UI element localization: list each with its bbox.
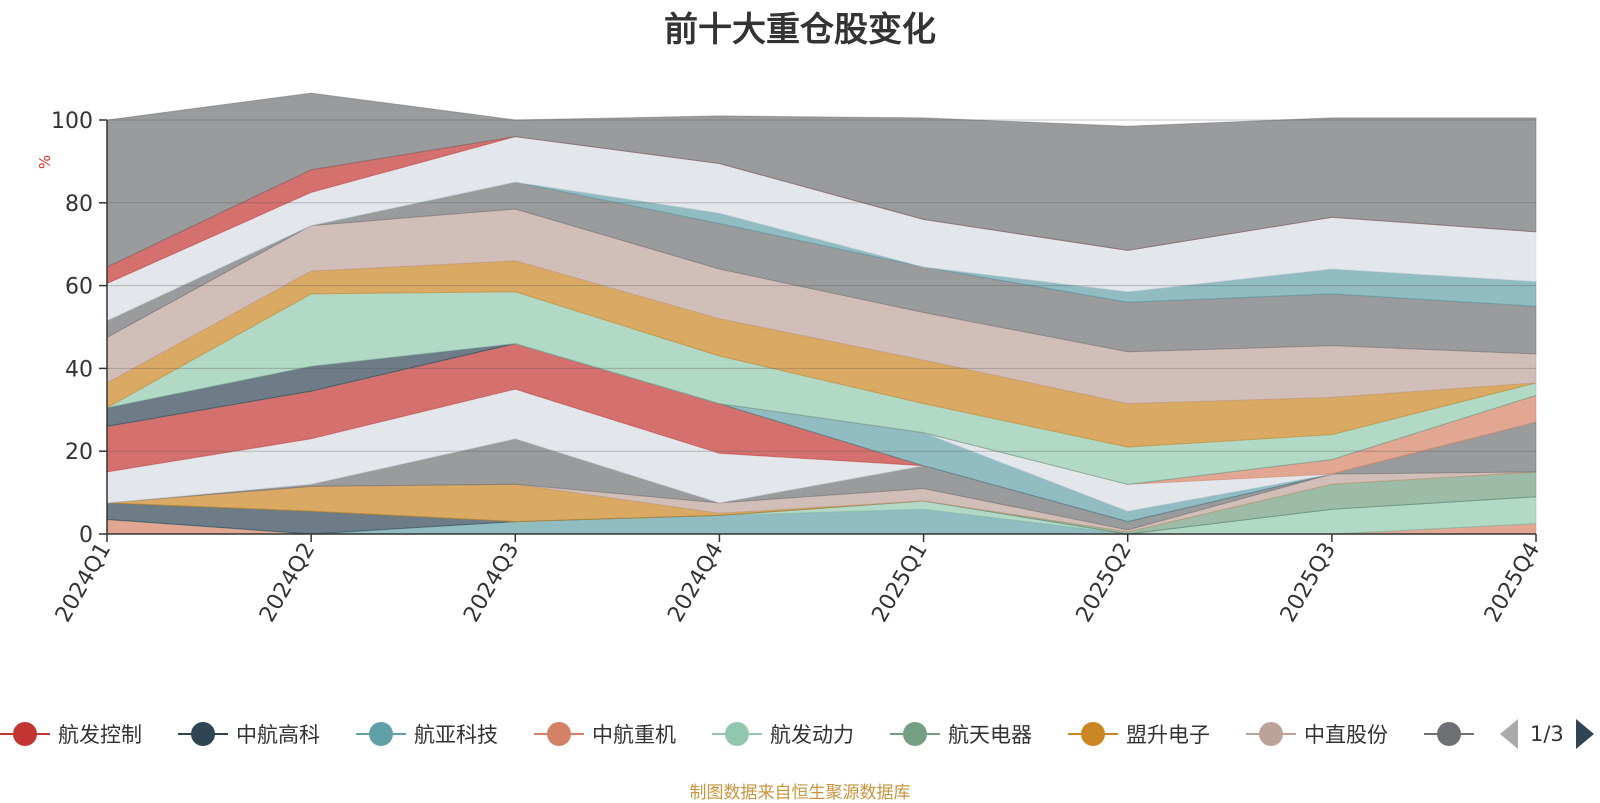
legend-marker-icon [1246, 716, 1296, 752]
chart-title: 前十大重仓股变化 [664, 10, 936, 50]
legend-marker-icon [1068, 716, 1118, 752]
legend-marker-icon [1424, 716, 1474, 752]
legend-marker-icon [0, 716, 50, 752]
x-tick-label: 2025Q2 [1072, 539, 1137, 627]
y-tick-label: 20 [65, 440, 93, 465]
x-tick-label: 2024Q2 [255, 539, 320, 627]
legend-item[interactable]: 航发动力 [712, 716, 854, 752]
legend-item[interactable]: 中航高科 [178, 716, 320, 752]
y-tick-label: 0 [79, 523, 93, 548]
legend-item[interactable]: 航亚科技 [356, 716, 498, 752]
legend-marker-icon [356, 716, 406, 752]
legend-label: 盟升电子 [1126, 723, 1210, 747]
x-tick-label: 2025Q3 [1276, 539, 1341, 627]
legend-items: 航发控制 中航高科 航亚科技 中航重机 航发动力 航天电器 盟升电子 中直股份 洪都航空 [0, 716, 1475, 752]
legend-marker-icon [712, 716, 762, 752]
legend: 航发控制 中航高科 航亚科技 中航重机 航发动力 航天电器 盟升电子 中直股份 洪都航空 [0, 716, 1600, 752]
legend-marker-icon [534, 716, 584, 752]
y-axis-unit-label: % [36, 155, 54, 169]
legend-pager: 1/3 [1500, 716, 1594, 752]
x-tick-label: 2025Q4 [1480, 539, 1545, 627]
legend-label: 航发动力 [770, 723, 854, 747]
y-tick-label: 60 [65, 275, 93, 300]
legend-item[interactable]: 洪都航空 [1424, 716, 1475, 752]
area-layer-22 [106, 92, 1537, 268]
legend-item[interactable]: 中直股份 [1246, 716, 1388, 752]
legend-label: 航发控制 [58, 723, 142, 747]
x-tick-label: 2024Q1 [51, 539, 116, 627]
x-tick-label: 2025Q1 [867, 539, 932, 627]
legend-label: 中直股份 [1304, 723, 1388, 747]
legend-item[interactable]: 中航重机 [534, 716, 676, 752]
y-tick-label: 40 [65, 357, 93, 382]
legend-label: 航天电器 [948, 723, 1032, 747]
legend-item[interactable]: 盟升电子 [1068, 716, 1210, 752]
legend-item[interactable]: 航发控制 [0, 716, 142, 752]
legend-label: 中航重机 [592, 723, 676, 747]
area-layers [106, 92, 1537, 535]
source-note: 制图数据来自恒生聚源数据库 [689, 783, 911, 803]
x-tick-label: 2024Q4 [663, 539, 728, 627]
legend-label: 航亚科技 [414, 723, 498, 747]
stacked-area-chart: 0 20 40 60 80 100 2024Q1 2024Q2 2024Q3 2024Q4 2025… [36, 92, 1545, 627]
legend-marker-icon [890, 716, 940, 752]
legend-label: 中航高科 [236, 723, 320, 747]
legend-item[interactable]: 航天电器 [890, 716, 1032, 752]
legend-prev-arrow-icon[interactable] [1500, 719, 1518, 749]
gridlines [107, 119, 1536, 452]
y-tick-label: 80 [65, 192, 93, 217]
x-tick-label: 2024Q3 [459, 539, 524, 627]
legend-page-indicator: 1/3 [1530, 722, 1564, 746]
y-tick-label: 100 [51, 109, 93, 134]
legend-next-arrow-icon[interactable] [1575, 719, 1594, 749]
legend-marker-icon [178, 716, 228, 752]
